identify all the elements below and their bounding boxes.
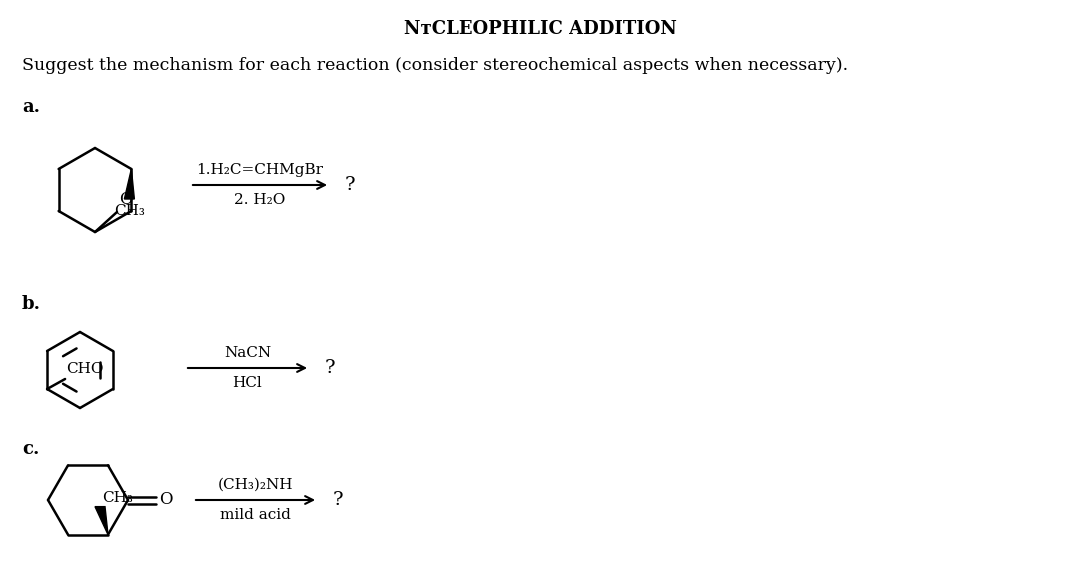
Text: 1.H₂C=CHMgBr: 1.H₂C=CHMgBr [197, 163, 324, 177]
Text: O: O [119, 191, 133, 208]
Text: NaCN: NaCN [224, 346, 271, 360]
Text: Suggest the mechanism for each reaction (consider stereochemical aspects when ne: Suggest the mechanism for each reaction … [22, 57, 848, 74]
Text: HCl: HCl [232, 376, 262, 390]
Polygon shape [95, 507, 108, 535]
Text: ?: ? [325, 359, 336, 377]
Text: 2. H₂O: 2. H₂O [234, 193, 286, 207]
Text: CHO: CHO [66, 362, 104, 376]
Text: c.: c. [22, 440, 39, 458]
Text: CH₃: CH₃ [113, 204, 145, 218]
Polygon shape [124, 169, 134, 199]
Text: NᴛCLEOPHILIC ADDITION: NᴛCLEOPHILIC ADDITION [404, 20, 676, 38]
Text: ?: ? [345, 176, 355, 194]
Text: (CH₃)₂NH: (CH₃)₂NH [218, 478, 294, 492]
Text: a.: a. [22, 98, 40, 116]
Text: b.: b. [22, 295, 41, 313]
Text: CH₃: CH₃ [102, 490, 133, 504]
Text: ?: ? [333, 491, 343, 509]
Text: mild acid: mild acid [220, 508, 291, 522]
Text: O: O [159, 491, 173, 508]
